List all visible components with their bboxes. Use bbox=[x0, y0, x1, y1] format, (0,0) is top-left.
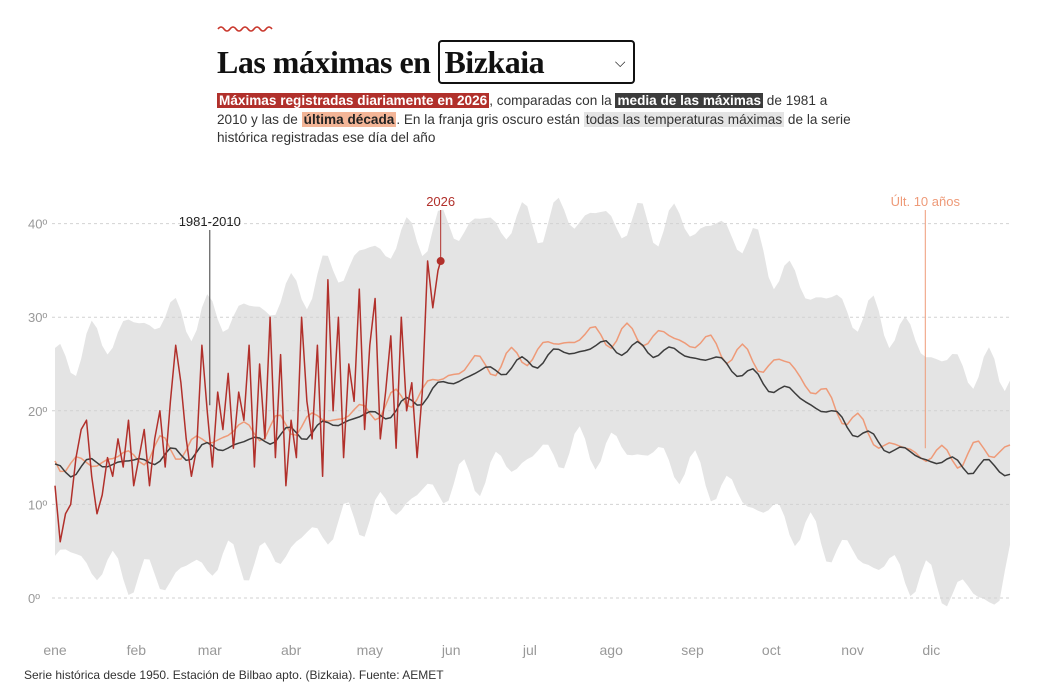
region-select-value: Bizkaia bbox=[444, 43, 545, 80]
x-tick-label: jul bbox=[522, 642, 537, 658]
x-tick-label: feb bbox=[127, 642, 147, 658]
x-tick-label: abr bbox=[281, 642, 302, 658]
x-tick-label: mar bbox=[198, 642, 222, 658]
chart-description: Máximas registradas diariamente en 2026,… bbox=[217, 93, 851, 145]
legend-historic-band: todas las temperaturas máximas bbox=[583, 111, 785, 127]
chevron-down-icon: ⌵ bbox=[614, 53, 626, 70]
x-tick-label: ene bbox=[43, 642, 67, 658]
legend-mean: media de las máximas bbox=[615, 93, 764, 108]
y-tick-label: 30º bbox=[28, 310, 47, 325]
y-tick-label: 10º bbox=[28, 497, 47, 512]
x-tick-label: may bbox=[357, 642, 383, 658]
y-tick-label: 0º bbox=[28, 591, 40, 606]
x-tick-label: sep bbox=[681, 642, 704, 658]
x-tick-label: ago bbox=[600, 642, 624, 658]
series-line-2026 bbox=[54, 260, 442, 543]
x-tick-label: jun bbox=[441, 642, 461, 658]
source-note: Serie histórica desde 1950. Estación de … bbox=[24, 668, 444, 682]
y-tick-label: 20º bbox=[28, 404, 47, 419]
page-title: Las máximas en bbox=[217, 43, 431, 80]
y-tick-label: 40º bbox=[28, 217, 47, 232]
historic-range-band bbox=[55, 197, 1010, 607]
annotation-label-2026: 2026 bbox=[426, 194, 455, 209]
annotation-dot-2026 bbox=[436, 257, 445, 266]
legend-last-decade: última década bbox=[301, 111, 397, 127]
x-tick-label: oct bbox=[762, 642, 781, 658]
wave-decoration-icon bbox=[217, 26, 273, 32]
x-tick-label: dic bbox=[922, 642, 940, 658]
region-select[interactable]: Bizkaia ⌵ bbox=[438, 40, 636, 84]
x-tick-label: nov bbox=[841, 642, 864, 658]
annotation-label-last-decade: Últ. 10 años bbox=[891, 194, 961, 209]
annotation-label-mean: 1981-2010 bbox=[179, 214, 241, 229]
legend-current-year: Máximas registradas diariamente en 2026 bbox=[217, 93, 490, 108]
